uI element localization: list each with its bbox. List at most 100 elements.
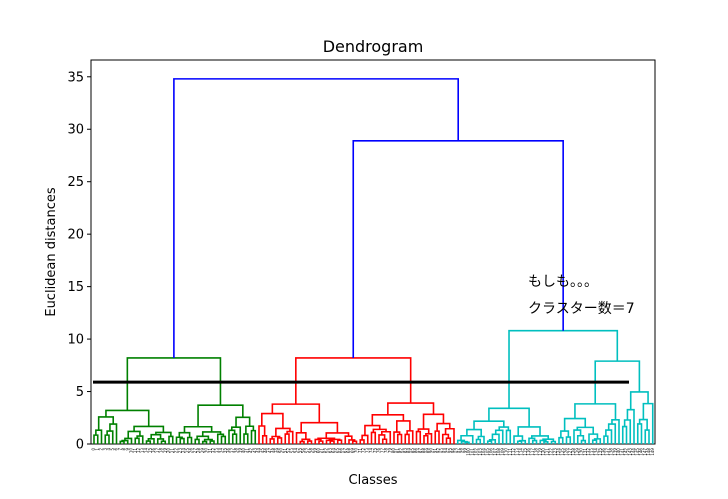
leaf-tick-label: 117 <box>530 448 535 456</box>
dendrogram-link <box>276 437 283 444</box>
leaf-tick-label: 64 <box>331 448 336 454</box>
dendrogram-link <box>352 139 564 358</box>
leaf-tick-label: 34 <box>219 448 224 454</box>
leaf-tick-label: 59 <box>312 448 317 454</box>
dendrogram-link <box>364 424 381 436</box>
leaf-tick-label: 140 <box>616 448 621 456</box>
dendrogram-link <box>261 435 268 444</box>
dendrogram-link <box>306 440 313 444</box>
dendrogram-link <box>387 402 435 415</box>
dendrogram-link <box>404 433 410 444</box>
leaf-tick-label: 65 <box>335 448 340 454</box>
leaf-tick-label: 53 <box>290 448 295 454</box>
leaf-tick-label: 41 <box>245 448 250 454</box>
dendrogram-link <box>179 437 185 444</box>
leaf-tick-label: 118 <box>534 448 539 456</box>
dendrogram-link <box>629 391 649 410</box>
dendrogram-link <box>528 437 536 444</box>
dendrogram-link <box>133 425 165 433</box>
leaf-tick-label: 20 <box>166 448 171 454</box>
dendrogram-link <box>636 423 643 444</box>
leaf-tick-label: 24 <box>181 448 186 454</box>
leaf-tick-label: 122 <box>549 448 554 456</box>
leaf-tick-label: 87 <box>417 448 422 454</box>
dendrogram-link <box>314 438 322 444</box>
dendrogram-link <box>155 431 172 437</box>
leaf-tick-label: 133 <box>590 448 595 456</box>
dendrogram-link <box>194 438 200 444</box>
dendrogram-link <box>203 438 213 442</box>
leaf-tick-label: 137 <box>605 448 610 456</box>
leaf-tick-label: 103 <box>477 448 482 456</box>
leaf-tick-label: 21 <box>170 448 175 454</box>
y-tick-label: 10 <box>67 333 84 348</box>
dendrogram-link <box>517 426 541 437</box>
leaf-tick-label: 32 <box>211 448 216 454</box>
x-axis-label: Classes <box>349 473 398 488</box>
dendrogram-link <box>361 434 369 444</box>
leaf-tick-label: 48 <box>271 448 276 454</box>
leaf-tick-label: 78 <box>384 448 389 454</box>
leaf-tick-label: 58 <box>309 448 314 454</box>
leaf-tick-label: 126 <box>564 448 569 456</box>
leaf-tick-label: 85 <box>410 448 415 454</box>
leaf-tick-label: 31 <box>207 448 212 454</box>
leaf-tick-label: 42 <box>249 448 254 454</box>
leaf-tick-label: 5 <box>110 448 115 451</box>
dendrogram-link <box>378 434 386 444</box>
leaf-tick-label: 55 <box>297 448 302 454</box>
leaf-tick-label: 30 <box>204 448 209 454</box>
dendrogram-link <box>623 419 632 444</box>
leaf-tick-label: 79 <box>387 448 392 454</box>
dendrogram-link <box>580 439 587 444</box>
leaf-labels: 0123456789101112131415161718192021222324… <box>91 448 655 456</box>
leaf-tick-label: 19 <box>162 448 167 454</box>
leaf-tick-label: 109 <box>500 448 505 456</box>
dendrogram-link <box>328 438 341 441</box>
leaf-tick-label: 18 <box>159 448 164 454</box>
dendrogram-link <box>573 429 582 444</box>
leaf-tick-label: 141 <box>620 448 625 456</box>
leaf-tick-label: 36 <box>226 448 231 454</box>
leaf-tick-label: 135 <box>597 448 602 456</box>
leaf-tick-label: 127 <box>567 448 572 456</box>
leaf-tick-label: 104 <box>481 448 486 456</box>
leaf-tick-label: 67 <box>342 448 347 454</box>
leaf-tick-label: 108 <box>496 448 501 456</box>
dendrogram-link <box>209 440 215 444</box>
chart-title: Dendrogram <box>323 37 424 56</box>
leaf-tick-label: 75 <box>372 448 377 454</box>
leaf-tick-label: 40 <box>241 448 246 454</box>
dendrogram-link <box>286 430 294 444</box>
dendrogram-link <box>301 438 311 442</box>
dendrogram-link <box>183 425 213 433</box>
leaf-tick-label: 136 <box>601 448 606 456</box>
dendrogram-link <box>173 78 460 358</box>
leaf-tick-label: 23 <box>177 448 182 454</box>
leaf-tick-label: 110 <box>504 448 509 456</box>
dendrogram-link <box>336 439 343 444</box>
dendrogram-link <box>359 439 365 444</box>
dendrogram-link <box>121 439 129 444</box>
leaf-tick-label: 74 <box>369 448 374 454</box>
leaf-tick-label: 80 <box>391 448 396 454</box>
leaf-tick-label: 47 <box>267 448 272 454</box>
leaf-tick-label: 119 <box>537 448 542 456</box>
leaf-tick-label: 131 <box>582 448 587 456</box>
leaf-tick-label: 139 <box>612 448 617 456</box>
leaf-tick-label: 84 <box>406 448 411 454</box>
leaf-tick-label: 81 <box>395 448 400 454</box>
dendrogram-link <box>178 431 191 438</box>
leaf-tick-label: 14 <box>144 448 149 454</box>
dendrogram-link <box>295 432 307 444</box>
leaf-tick-label: 76 <box>376 448 381 454</box>
leaf-tick-label: 28 <box>196 448 201 454</box>
leaf-tick-label: 2 <box>99 448 104 451</box>
leaf-tick-label: 10 <box>129 448 134 454</box>
dendrogram-link <box>550 440 557 444</box>
leaf-tick-label: 115 <box>522 448 527 456</box>
leaf-tick-label: 37 <box>230 448 235 454</box>
dendrogram-link <box>488 407 530 427</box>
dendrogram-link <box>119 440 125 444</box>
